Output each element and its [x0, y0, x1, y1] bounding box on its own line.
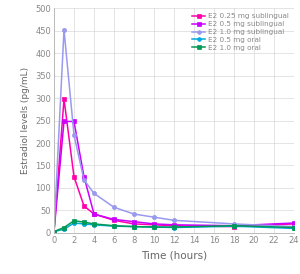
E2 0.25 mg sublingual	[172, 224, 176, 227]
E2 1.0 mg sublingual	[132, 212, 136, 216]
E2 0.5 mg oral	[292, 227, 296, 230]
E2 1.0 mg sublingual	[72, 133, 76, 136]
E2 1.0 mg oral	[172, 226, 176, 229]
E2 1.0 mg sublingual	[52, 230, 56, 233]
E2 0.5 mg oral	[82, 222, 86, 226]
E2 0.5 mg oral	[52, 230, 56, 233]
E2 1.0 mg sublingual	[112, 206, 116, 209]
E2 0.5 mg oral	[132, 225, 136, 228]
E2 0.5 mg oral	[172, 226, 176, 229]
E2 0.25 mg sublingual	[292, 222, 296, 226]
E2 0.5 mg sublingual	[52, 230, 56, 233]
Line: E2 0.25 mg sublingual: E2 0.25 mg sublingual	[52, 97, 296, 234]
E2 0.25 mg sublingual	[82, 204, 86, 208]
E2 1.0 mg sublingual	[92, 192, 96, 195]
E2 1.0 mg sublingual	[292, 225, 296, 228]
E2 0.5 mg sublingual	[72, 120, 76, 123]
E2 0.5 mg sublingual	[172, 223, 176, 226]
E2 0.25 mg sublingual	[72, 175, 76, 178]
X-axis label: Time (hours): Time (hours)	[141, 250, 207, 260]
Line: E2 0.5 mg sublingual: E2 0.5 mg sublingual	[52, 119, 296, 234]
E2 1.0 mg oral	[112, 224, 116, 227]
E2 1.0 mg oral	[292, 226, 296, 229]
E2 0.5 mg sublingual	[292, 221, 296, 225]
E2 1.0 mg oral	[232, 224, 236, 227]
E2 0.5 mg sublingual	[232, 224, 236, 227]
E2 1.0 mg sublingual	[82, 178, 86, 181]
E2 1.0 mg oral	[72, 219, 76, 222]
E2 1.0 mg sublingual	[172, 219, 176, 222]
E2 0.5 mg oral	[112, 224, 116, 228]
Line: E2 1.0 mg oral: E2 1.0 mg oral	[52, 219, 296, 234]
E2 1.0 mg oral	[52, 230, 56, 233]
E2 1.0 mg sublingual	[232, 222, 236, 226]
E2 0.5 mg sublingual	[62, 120, 66, 123]
Line: E2 1.0 mg sublingual: E2 1.0 mg sublingual	[52, 28, 296, 234]
E2 0.5 mg oral	[92, 223, 96, 226]
E2 0.25 mg sublingual	[152, 223, 156, 226]
Line: E2 0.5 mg oral: E2 0.5 mg oral	[52, 221, 296, 234]
E2 0.25 mg sublingual	[52, 230, 56, 233]
E2 1.0 mg oral	[82, 221, 86, 224]
E2 0.25 mg sublingual	[132, 222, 136, 226]
E2 0.5 mg oral	[62, 228, 66, 231]
E2 1.0 mg oral	[92, 222, 96, 226]
E2 1.0 mg sublingual	[152, 216, 156, 219]
Y-axis label: Estradiol levels (pg/mL): Estradiol levels (pg/mL)	[21, 67, 30, 174]
E2 0.5 mg sublingual	[152, 222, 156, 226]
E2 0.5 mg sublingual	[112, 218, 116, 221]
E2 1.0 mg oral	[152, 226, 156, 229]
E2 0.25 mg sublingual	[92, 212, 96, 216]
E2 0.5 mg oral	[152, 226, 156, 229]
E2 1.0 mg sublingual	[62, 28, 66, 32]
E2 0.5 mg sublingual	[92, 212, 96, 216]
E2 0.5 mg sublingual	[82, 175, 86, 178]
Legend: E2 0.25 mg sublingual, E2 0.5 mg sublingual, E2 1.0 mg sublingual, E2 0.5 mg ora: E2 0.25 mg sublingual, E2 0.5 mg subling…	[191, 12, 290, 52]
E2 1.0 mg oral	[132, 225, 136, 228]
E2 0.5 mg sublingual	[132, 220, 136, 223]
E2 0.25 mg sublingual	[62, 97, 66, 101]
E2 0.25 mg sublingual	[112, 219, 116, 222]
E2 1.0 mg oral	[62, 226, 66, 229]
E2 0.5 mg oral	[72, 221, 76, 225]
E2 0.5 mg oral	[232, 224, 236, 228]
E2 0.25 mg sublingual	[232, 225, 236, 228]
